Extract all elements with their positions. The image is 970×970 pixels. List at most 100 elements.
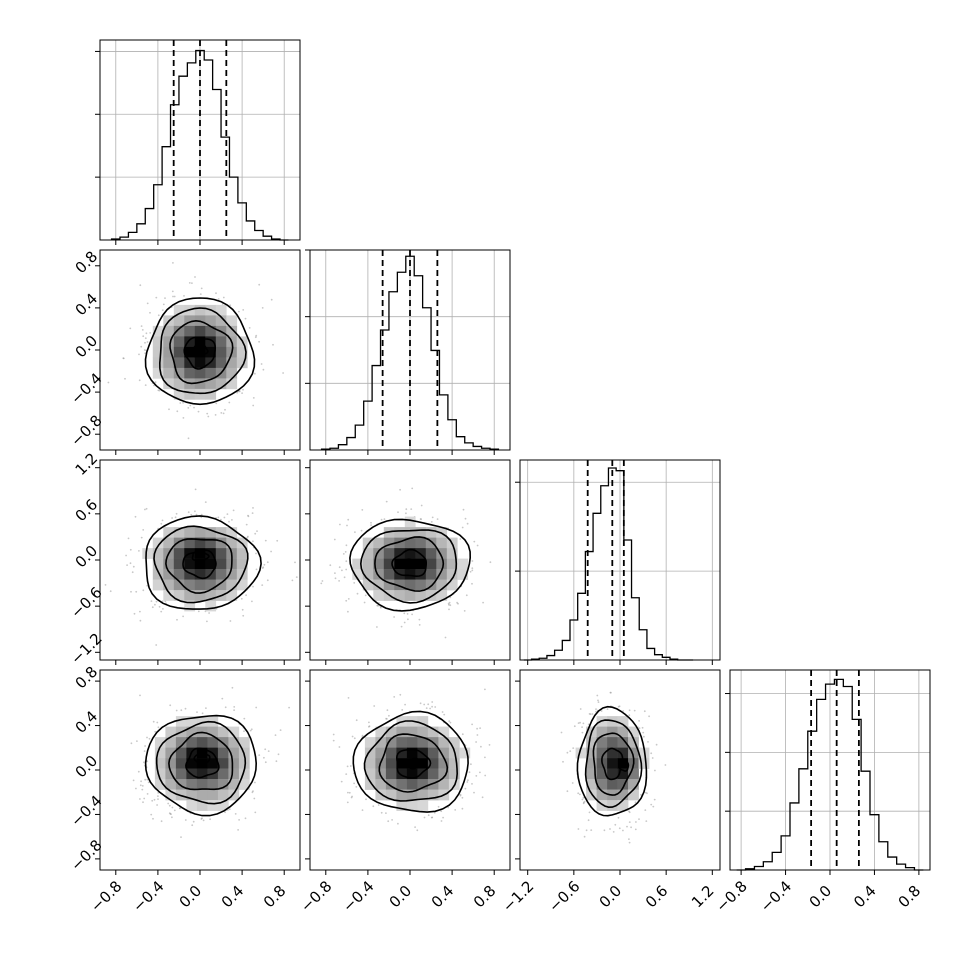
pair-0-2-point xyxy=(138,550,140,552)
pair-1-3-point xyxy=(484,756,486,759)
pair-1-3-point xyxy=(393,696,396,698)
pair-0-2-density-cell xyxy=(152,537,164,549)
pair-0-3-density-cell xyxy=(175,716,187,727)
pair-0-1-point xyxy=(191,282,193,284)
pair-2-3-contour-2 xyxy=(592,732,635,796)
pair-1-3-density-cell xyxy=(396,726,408,738)
pair-1-3-density-cell xyxy=(459,747,471,759)
hist-1-steps xyxy=(320,255,500,450)
pair-1-3-point xyxy=(423,703,426,706)
pair-0-2-density-cell xyxy=(205,590,217,601)
pair-2-3-point xyxy=(609,691,612,694)
pair-1-2-point xyxy=(407,618,409,621)
pair-1-2-density-cell xyxy=(373,569,385,580)
pair-0-3-point xyxy=(251,791,254,794)
pair-0-1-density-cell xyxy=(173,325,185,337)
pair-1-2-density-cell xyxy=(394,558,406,570)
pair-2-3-density-cell xyxy=(575,747,587,759)
pair-0-3-point xyxy=(184,707,187,710)
pair-1-2-point xyxy=(338,580,340,582)
pair-1-3-density-cell xyxy=(406,779,418,790)
pair-0-3-density-cell xyxy=(154,737,166,748)
pair-1-2-point xyxy=(345,560,348,563)
pair-1-2-point xyxy=(406,613,409,615)
pair-2-3-point xyxy=(582,722,585,725)
pair-0-3-point xyxy=(254,781,256,784)
pair-0-2-point xyxy=(160,522,163,525)
pair-0-1-point xyxy=(182,401,184,404)
pair-1-2-density-cell xyxy=(436,537,448,549)
pair-0-3-point xyxy=(254,811,257,814)
pair-1-2-density-cell xyxy=(457,558,469,570)
pair-0-3-density-cell xyxy=(217,779,229,790)
pair-0-2-density-cell xyxy=(226,590,238,601)
pair-0-3-density-cell xyxy=(207,758,219,769)
pair-1-3-density-cell xyxy=(417,737,429,748)
pair-0-2-point xyxy=(294,561,296,564)
pair-0-2-point xyxy=(133,612,136,615)
pair-0-1-density-cell xyxy=(163,336,175,348)
pair-2-3-density-cell xyxy=(607,758,618,769)
pair-1-2-point xyxy=(345,544,348,547)
pair-1-3-point xyxy=(470,763,472,766)
pair-1-3-point xyxy=(431,705,433,708)
pair-0-2-point xyxy=(187,511,190,514)
pair-2-3-point xyxy=(630,826,632,829)
pair-0-1-density-cell xyxy=(184,388,196,400)
hist-panel-1 xyxy=(305,249,511,455)
pair-0-2-point xyxy=(161,519,164,522)
pair-0-1-density-cell xyxy=(215,315,227,327)
pair-2-3-point xyxy=(606,708,609,710)
pair-0-1-point xyxy=(146,302,149,305)
ylabel-row2-tick-4: 1.2 xyxy=(72,449,102,479)
pair-1-2-point xyxy=(347,610,349,613)
pair-1-3-point xyxy=(488,744,491,746)
pair-1-2-point xyxy=(354,531,356,533)
pair-0-3-density-cell xyxy=(186,726,198,738)
pair-0-2-point xyxy=(208,612,210,614)
pair-1-2-point xyxy=(469,570,472,573)
pair-1-2-density-cell xyxy=(425,558,437,570)
xlabel-col3-tick-2: 0.0 xyxy=(806,882,836,912)
pair-0-1-point xyxy=(155,296,158,299)
pair-0-1-point xyxy=(176,410,179,413)
pair-0-2-point xyxy=(270,550,272,553)
pair-0-2-density-cell xyxy=(205,579,217,591)
pair-0-3-point xyxy=(139,694,141,697)
pair-0-2-density-cell xyxy=(184,590,196,601)
pair-1-2-point xyxy=(342,553,345,555)
pair-1-3-density-cell xyxy=(385,737,397,748)
pair-1-2-point xyxy=(334,572,336,574)
pair-0-2-density-cell xyxy=(205,527,217,538)
pair-2-3-point xyxy=(603,829,606,832)
pair-1-3-density-cell xyxy=(417,768,429,780)
pair-1-3-density-cell xyxy=(385,789,397,801)
pair-1-3-point xyxy=(480,745,482,748)
pair-0-1-density-cell xyxy=(173,346,185,358)
pair-0-3-density-cell xyxy=(175,737,187,748)
pair-0-1-point xyxy=(179,402,182,404)
pair-1-3-peak-contour xyxy=(403,757,421,770)
pair-0-3-density-cell xyxy=(186,737,198,748)
pair-0-2-density-cell xyxy=(205,548,217,559)
pair-0-2-density-cell xyxy=(184,537,196,549)
pair-1-3-point xyxy=(414,826,416,828)
pair-1-3-density-cell xyxy=(427,726,439,738)
pair-1-3-point xyxy=(475,775,478,777)
pair-0-1-point xyxy=(138,353,140,356)
pair-1-3-point xyxy=(427,814,430,817)
pair-0-1-peak-contour xyxy=(191,343,209,356)
pair-1-3-point xyxy=(484,774,487,777)
pair-0-3-point xyxy=(152,817,154,820)
pair-0-1-density-cell xyxy=(205,378,217,390)
pair-1-3-point xyxy=(437,805,440,808)
pair-1-2-point xyxy=(345,568,348,571)
pair-0-2-point xyxy=(139,610,141,613)
pair-0-3-point xyxy=(305,794,307,796)
pair-0-3-density-cell xyxy=(186,716,198,727)
pair-1-2-point xyxy=(476,544,479,547)
pair-1-2-density-cell xyxy=(425,537,437,549)
pair-1-2-point xyxy=(345,599,348,602)
pair-0-3-point xyxy=(173,809,176,812)
pair-2-3-point xyxy=(643,735,645,738)
